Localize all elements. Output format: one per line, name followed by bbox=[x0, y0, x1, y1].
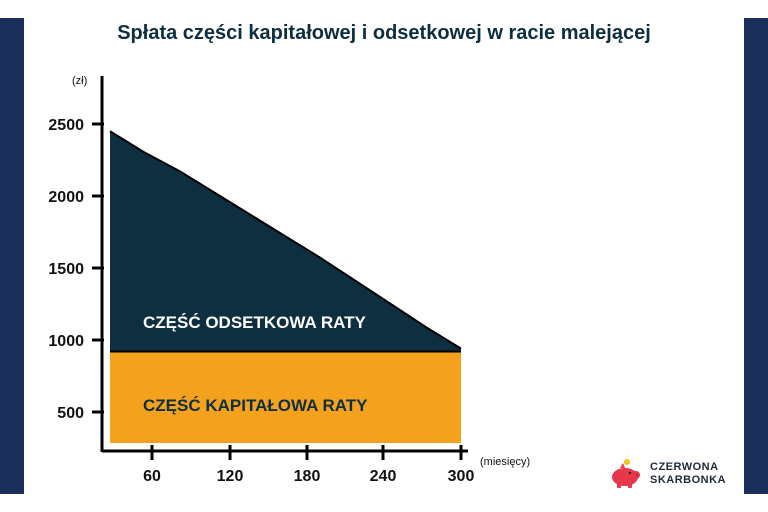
y-tick-label: 2500 bbox=[48, 117, 84, 134]
y-axis-unit: (zł) bbox=[72, 75, 87, 87]
left-decorative-bar bbox=[0, 18, 24, 494]
x-tick-label: 300 bbox=[448, 468, 475, 485]
x-tick-label: 60 bbox=[143, 468, 161, 485]
x-axis-unit: (miesięcy) bbox=[480, 456, 530, 468]
y-tick-label: 2000 bbox=[48, 189, 84, 206]
y-tick-label: 1000 bbox=[48, 333, 84, 350]
series-label-capital: CZĘŚĆ KAPITAŁOWA RATY bbox=[143, 396, 368, 415]
brand-name: CZERWONA SKARBONKA bbox=[650, 461, 726, 487]
series-interest-area bbox=[110, 131, 461, 352]
piggy-bank-icon bbox=[612, 459, 640, 488]
chart-title: Spłata części kapitałowej i odsetkowej w… bbox=[117, 22, 651, 44]
y-tick-label: 500 bbox=[57, 405, 84, 422]
series-capital-area bbox=[110, 351, 461, 443]
x-tick-label: 120 bbox=[217, 468, 244, 485]
brand-logo: CZERWONA SKARBONKA bbox=[608, 452, 748, 494]
right-decorative-bar bbox=[744, 18, 768, 494]
brand-name-line1: CZERWONA bbox=[650, 461, 719, 473]
x-tick-label: 180 bbox=[294, 468, 321, 485]
series-interest-line bbox=[109, 130, 462, 350]
y-tick-label: 1500 bbox=[48, 261, 84, 278]
series-label-interest: CZĘŚĆ ODSETKOWA RATY bbox=[143, 313, 367, 332]
brand-name-line2: SKARBONKA bbox=[650, 474, 726, 486]
x-tick-label: 240 bbox=[370, 468, 397, 485]
